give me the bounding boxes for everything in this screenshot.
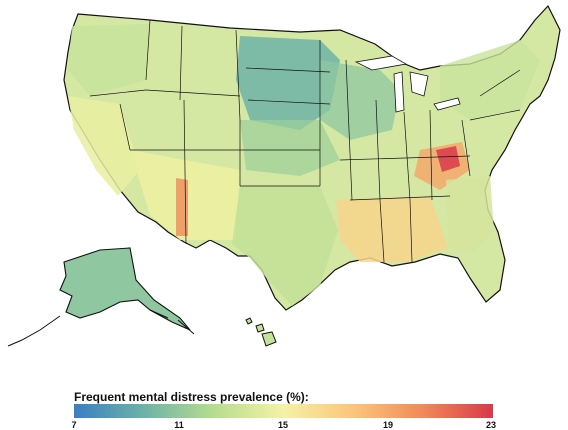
state-borders [89,19,521,263]
legend-tick-19: 19 [382,420,394,430]
legend-tick-15: 15 [277,420,289,430]
alaska-shape [59,247,191,331]
region-northeast [440,40,540,120]
region-southeast-coast [446,176,494,254]
lake-michigan [393,71,405,113]
region-texas [232,186,338,306]
lake-huron [409,71,429,97]
region-pacific-northwest [68,24,150,96]
region-northern-plains [236,36,340,130]
legend-color-bar [74,404,493,418]
alaska-islands [7,309,195,347]
region-new-mexico-hotspot [176,178,188,236]
lake-erie [433,97,461,111]
region-upper-midwest [320,60,400,140]
legend-tick-7: 7 [71,420,77,430]
region-overlays [68,24,540,306]
legend-title: Frequent mental distress prevalence (%): [74,390,309,404]
legend-tick-23: 23 [485,420,497,430]
hawaii-shape [245,317,277,347]
region-deep-south [336,196,448,262]
region-central-plains [240,120,340,176]
region-appalachia-core [436,146,460,172]
legend-tick-11: 11 [174,420,184,430]
lake-superior [354,55,408,71]
region-california [68,96,140,196]
great-lakes [354,55,461,113]
